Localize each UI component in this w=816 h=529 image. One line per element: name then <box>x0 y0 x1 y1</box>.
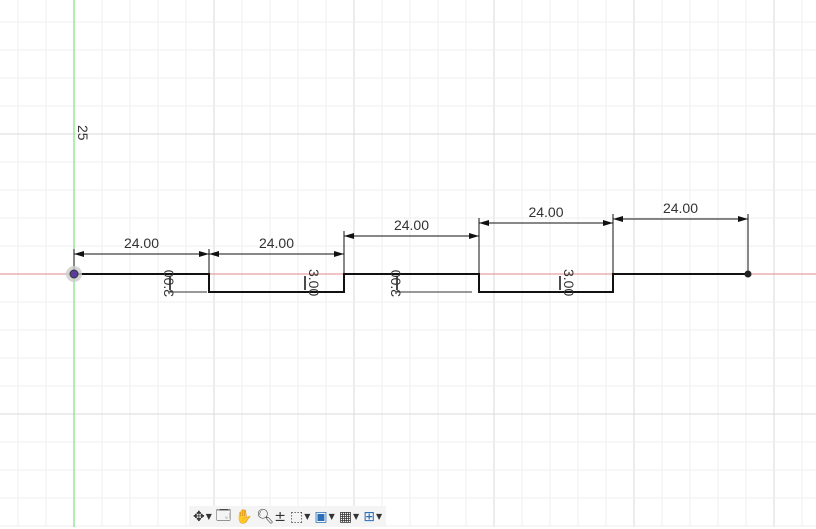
arrowhead <box>334 251 344 257</box>
dimension-value: 3.00 <box>388 270 404 297</box>
chevron-down-icon: ▼ <box>205 512 212 521</box>
orbit-icon: ✥ <box>193 508 205 525</box>
zoom-button[interactable]: 🔍︎± <box>257 509 287 525</box>
pan-button[interactable]: ✋ <box>235 509 252 525</box>
arrowhead <box>209 251 219 257</box>
viewports-icon: ⊞ <box>363 508 375 525</box>
origin-point[interactable] <box>69 269 79 279</box>
grid-snaps-button[interactable]: ▦ ▼ <box>339 509 359 525</box>
horizontal-dimension[interactable]: 24.00 <box>612 200 749 272</box>
end-point[interactable] <box>744 270 752 278</box>
axis-label: 25 <box>75 125 91 141</box>
dimension-value: 3.00 <box>306 269 322 296</box>
viewports-button[interactable]: ⊞ ▼ <box>363 509 382 525</box>
dimension-value: 24.00 <box>663 200 698 216</box>
chevron-down-icon: ▼ <box>375 512 383 521</box>
chevron-down-icon: ▼ <box>304 512 311 521</box>
display-settings-icon: ▣ <box>314 508 328 525</box>
horizontal-dimension[interactable]: 24.00 <box>73 235 210 272</box>
display-settings-button[interactable]: ▣ ▼ <box>314 509 334 525</box>
arrowhead <box>469 233 479 239</box>
zoom-window-button[interactable]: ⬚ ▼ <box>290 509 310 525</box>
pan-hand-icon: ✋ <box>235 508 253 525</box>
orbit-button[interactable]: ✥ ▼ <box>193 509 212 525</box>
vertical-dimension[interactable]: 3.00 <box>161 270 207 297</box>
dimension-value: 24.00 <box>259 235 294 251</box>
arrowhead <box>74 251 84 257</box>
vertical-dimension[interactable]: 3.00 <box>388 270 472 297</box>
look-at-icon: 🗔 <box>215 507 232 524</box>
horizontal-dimension[interactable]: 24.00 <box>208 235 345 290</box>
navigation-toolbar: ✥ ▼ 🗔 ✋ 🔍︎± ⬚ ▼ ▣ ▼ ▦ ▼ ⊞ ▼ <box>189 505 387 529</box>
dimension-value: 3.00 <box>561 269 577 296</box>
arrowhead <box>613 216 623 222</box>
dimension-value: 3.00 <box>161 270 177 297</box>
arrowhead <box>479 220 489 226</box>
dimension-value: 24.00 <box>528 204 563 220</box>
arrowhead <box>738 216 748 222</box>
arrowhead <box>344 233 354 239</box>
zoom-window-icon: ⬚ <box>290 508 304 525</box>
vertical-dimension[interactable]: 3.00 <box>559 269 577 296</box>
arrowhead <box>199 251 209 257</box>
horizontal-dimension[interactable]: 24.00 <box>478 204 614 290</box>
zoom-icon: 🔍︎± <box>256 508 287 525</box>
grid-snaps-icon: ▦ <box>338 508 353 525</box>
chevron-down-icon: ▼ <box>353 512 360 521</box>
chevron-down-icon: ▼ <box>328 512 335 521</box>
vertical-dimension[interactable]: 3.00 <box>304 269 322 296</box>
dimension-value: 24.00 <box>394 217 429 233</box>
arrowhead <box>603 220 613 226</box>
horizontal-dimension[interactable]: 24.00 <box>343 217 480 272</box>
look-at-button[interactable]: 🗔 <box>216 505 231 529</box>
dimension-value: 24.00 <box>124 235 159 251</box>
